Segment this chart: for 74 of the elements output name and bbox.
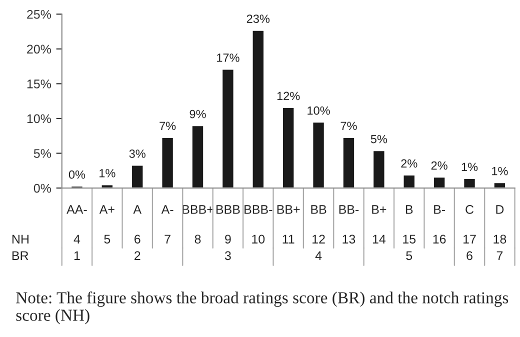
x-tick-label: A-: [161, 205, 174, 214]
text: 4: [74, 234, 80, 244]
data-label: 12%: [277, 92, 300, 100]
x-tick-label: A: [133, 205, 142, 214]
text: 5: [406, 251, 412, 260]
bar: [402, 174, 416, 188]
data-label: 7%: [340, 122, 357, 130]
y-tick-label: 10%: [27, 114, 52, 124]
bar: [432, 176, 446, 188]
x-tick-label: BBB: [216, 205, 240, 214]
text: 7: [496, 251, 503, 260]
bar: [342, 136, 356, 188]
bar: [312, 121, 326, 188]
bar: [462, 178, 476, 188]
bar: [191, 124, 204, 188]
data-label: 5%: [370, 134, 388, 144]
text: 2: [134, 251, 140, 260]
y-tick-label: 5%: [34, 149, 52, 158]
x-tick-label: BB-: [339, 205, 359, 214]
x-tick-label: BBB-: [244, 205, 272, 214]
data-label: 3%: [129, 150, 146, 158]
x-tick-label: AA-: [66, 205, 87, 214]
text: 8: [194, 234, 201, 244]
data-label: 2%: [401, 159, 418, 168]
data-label: 23%: [246, 14, 270, 23]
x-tick-label: B: [406, 205, 413, 214]
y-tick-label: 0%: [34, 184, 52, 193]
bar: [282, 106, 296, 188]
text: 10: [252, 234, 265, 244]
text: 6: [134, 234, 140, 244]
bar: [221, 68, 235, 188]
data-label: 7%: [160, 122, 176, 130]
text: Note: The figure shows the broad ratings score (BR) and the notch ratings score (NH): [16, 292, 508, 324]
data-label: 1%: [492, 166, 508, 176]
data-label: 1%: [100, 169, 116, 178]
data-label: 9%: [190, 110, 206, 118]
text: 7: [164, 234, 170, 244]
x-tick-label: BB+: [277, 205, 300, 214]
text: 13: [342, 234, 356, 244]
y-tick-label: 25%: [27, 10, 52, 19]
x-tick-label: D: [496, 205, 504, 214]
text: NH: [12, 234, 28, 244]
x-tick-label: A+: [99, 205, 114, 214]
data-label: 0%: [68, 170, 86, 179]
bar: [372, 150, 386, 188]
text: 15: [403, 234, 416, 244]
text: 12: [312, 234, 325, 244]
text: 18: [494, 234, 506, 244]
bar: [160, 136, 174, 188]
text: 17: [464, 234, 476, 244]
text: 3: [224, 251, 231, 260]
text: 16: [433, 234, 446, 244]
data-label: 17%: [217, 54, 240, 62]
x-tick-label: C: [466, 205, 474, 214]
x-tick-label: B-: [434, 205, 446, 214]
x-tick-label: BBB+: [182, 205, 214, 214]
text: 5: [104, 234, 110, 244]
bar: [251, 29, 265, 188]
text: 14: [372, 234, 386, 244]
data-label: 1%: [462, 162, 478, 172]
data-label: 2%: [431, 161, 448, 170]
x-tick-label: B+: [372, 205, 386, 214]
text: 1: [74, 251, 80, 260]
text: 6: [466, 251, 472, 260]
text: BR: [12, 251, 28, 260]
text: 9: [225, 234, 231, 244]
y-tick-label: 15%: [27, 80, 52, 88]
bar: [492, 182, 506, 188]
bar: [130, 164, 144, 188]
text: 11: [282, 234, 294, 244]
text: 4: [315, 251, 322, 260]
y-tick-label: 20%: [27, 44, 52, 54]
data-label: 10%: [308, 106, 330, 115]
x-tick-label: BB: [311, 205, 326, 214]
